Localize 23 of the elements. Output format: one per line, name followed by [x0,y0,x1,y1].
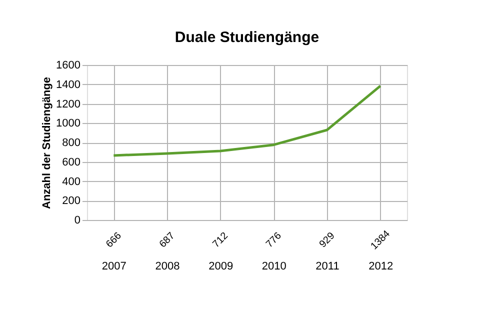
y-tick-label: 400 [62,176,80,188]
x-tick-label: 2007 [102,260,126,272]
y-tick-label: 1400 [56,78,80,91]
data-label: 687 [158,230,178,250]
y-tick-label: 800 [62,137,80,149]
data-label: 776 [264,230,284,250]
chart-title: Duale Studiengänge [174,29,320,46]
y-tick-label: 1200 [56,98,80,110]
x-tick-label: 2009 [208,260,234,272]
data-label: 929 [318,230,338,250]
x-tick-label: 2011 [316,260,340,272]
x-tick-label: 2012 [368,260,394,272]
y-tick-label: 1000 [56,118,80,130]
y-axis-title: Anzahl der Studiengänge [41,76,54,210]
y-tick-label: 1600 [56,60,80,72]
data-label: 712 [210,230,231,250]
y-tick-label: 0 [74,214,80,226]
line-series [112,84,382,157]
data-label: 666 [104,230,124,250]
y-tick-label: 200 [62,195,80,208]
x-tick-label: 2008 [155,260,180,272]
x-tick-label: 2010 [262,260,286,272]
y-tick-label: 600 [62,156,80,168]
